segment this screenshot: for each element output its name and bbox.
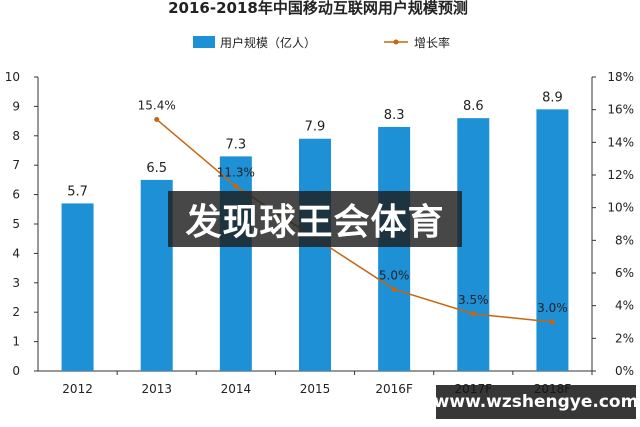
growth-point [391,286,397,292]
bar-value-label: 7.9 [305,120,326,135]
x-tick-label: 2013 [141,382,172,396]
growth-point [470,311,476,317]
growth-value-label: 15.4% [138,98,176,112]
growth-point [549,319,555,325]
y-left-tick-label: 10 [5,70,20,84]
bar-labels: 5.7 6.5 7.3 7.9 8.3 8.6 8.9 [67,90,563,199]
x-tick-label: 2014 [221,382,252,396]
legend-line-marker [393,39,399,45]
y-left-tick-label: 3 [12,276,20,290]
bar-value-label: 8.9 [542,90,563,105]
growth-point [233,183,239,189]
y-left-tick-label: 6 [12,188,20,202]
growth-line [154,116,555,325]
line-labels: 15.4% 11.3% 5.0% 3.5% 3.0% [138,98,568,315]
y-left-tick-label: 0 [12,364,20,378]
growth-point [154,116,160,122]
growth-value-label: 11.3% [217,165,255,179]
bar-value-label: 8.6 [463,99,484,114]
chart-title: 2016-2018年中国移动互联网用户规模预测 [168,0,468,17]
y-right-tick-label: 6% [615,266,634,280]
watermark-url: www.wzshengye.com [434,385,638,419]
y-left-tick-label: 7 [12,158,20,172]
bar [536,109,569,371]
growth-value-label: 3.5% [458,293,489,307]
y-right-tick-label: 4% [615,299,634,313]
y-left-tick-label: 1 [12,335,20,349]
y-right-tick-label: 0% [615,364,634,378]
growth-value-label: 5.0% [379,268,410,282]
bar [61,203,94,371]
y-left-tick-label: 2 [12,305,20,319]
bar-value-label: 6.5 [146,161,167,176]
legend-bar-label: 用户规模（亿人） [220,35,316,50]
bar [299,138,331,371]
bar [140,179,173,371]
bars [61,109,569,371]
y-right-tick-label: 8% [615,233,634,247]
x-tick-label: 2015 [300,382,331,396]
x-tick-label: 2016F [375,382,413,396]
y-left-tick-label: 5 [12,217,20,231]
y-right-tick-label: 2% [615,331,634,345]
bar [378,126,411,371]
bar-value-label: 5.7 [67,184,88,199]
x-tick-label: 2012 [62,382,93,396]
y-left-tick-label: 4 [12,246,20,260]
y-left-tick-label: 8 [12,129,20,143]
growth-value-label: 3.0% [537,301,568,315]
legend-bar-swatch [193,36,215,48]
bar [457,118,490,371]
y-right-tick-label: 10% [607,201,634,215]
legend: 用户规模（亿人） 增长率 [193,35,450,50]
y-right-tick-label: 14% [607,135,634,149]
y-right-tick-label: 18% [607,70,634,84]
y-right-tick-label: 12% [607,168,634,182]
bar-value-label: 8.3 [384,108,405,123]
y-right-tick-label: 16% [607,103,634,117]
overlay-title: 发现球王会体育 [168,191,462,247]
bar-value-label: 7.3 [226,137,247,152]
y-left-tick-label: 9 [12,99,20,113]
legend-line-label: 增长率 [414,35,450,50]
